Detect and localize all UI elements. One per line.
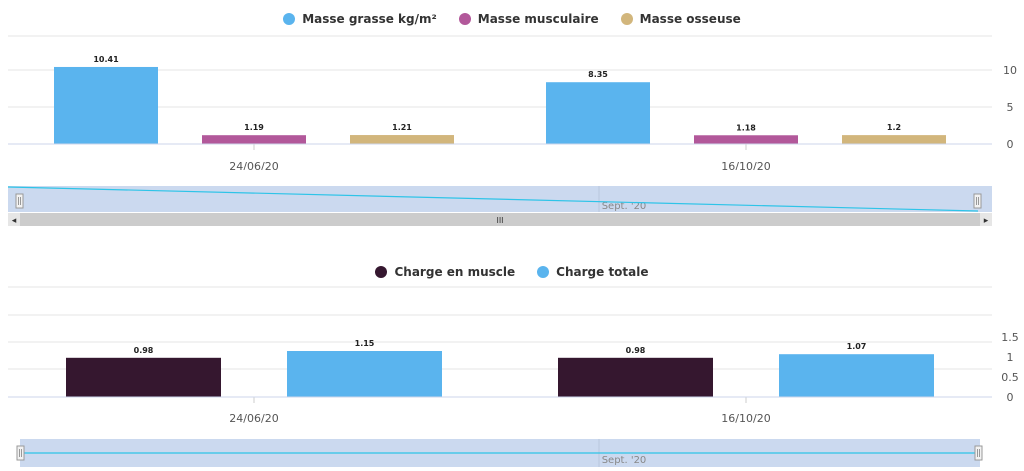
y-tick-label: 5 [1007,101,1014,114]
legend-item-masse-osseuse[interactable]: Masse osseuse [620,12,741,26]
legend-marker [620,13,633,25]
scrollbar-left-button[interactable] [8,213,20,226]
navigator-right-handle[interactable] [974,445,983,461]
legend-item-masse-musculaire[interactable]: Masse musculaire [458,12,599,26]
bar[interactable] [558,357,713,397]
scrollbar-right-button[interactable] [980,213,992,226]
left-arrow-icon: ◂ [12,216,17,226]
bar[interactable] [779,354,934,397]
chart-2-plot: 0 0.5 1 1.5 24/06/20 16/10/20 0.98 1.15 0.98 1.07 [8,286,1019,425]
y-tick-label: 0 [1007,138,1014,151]
bar[interactable] [54,66,158,144]
y-tick-label: 1 [1007,351,1014,364]
data-label: 1.21 [392,123,412,132]
bar[interactable] [66,357,221,397]
legend-marker [537,266,550,278]
scrollbar-thumb[interactable] [20,213,980,226]
chart-1-plot: 0 5 10 24/06/20 16/10/20 10.41 1.19 1.21 8.35 1.1… [8,35,1017,170]
legend-label: Masse osseuse [639,12,741,26]
legend-label: Charge en muscle [394,265,516,279]
x-tick-label: 24/06/20 [229,160,278,170]
data-label: 1.07 [847,342,867,351]
legend-item-masse-grasse[interactable]: Masse grasse kg/m² [283,12,437,26]
navigator-svg: Sept. '20 [16,439,983,467]
legend-item-charge-totale[interactable]: Charge totale [537,265,649,279]
navigator-label: Sept. '20 [602,201,647,212]
chart-2: Charge en muscle Charge totale 0 0.5 1 1.5 2… [0,255,1024,467]
data-label: 10.41 [93,55,119,64]
legend-marker [458,13,471,25]
y-tick-label: 0.5 [1001,371,1019,384]
navigator-series-line [7,186,979,212]
data-label: 0.98 [134,346,154,355]
x-tick-label: 16/10/20 [721,160,770,170]
chart-2-legend: Charge en muscle Charge totale [0,265,1024,279]
legend-marker [375,266,388,278]
data-label: 0.98 [626,346,646,355]
legend-marker [283,13,296,25]
navigator-right-handle[interactable] [973,193,982,209]
bar[interactable] [546,82,650,144]
y-tick-label: 1.5 [1001,331,1019,344]
y-tick-label: 10 [1003,64,1017,77]
bar[interactable] [287,351,442,397]
navigator-label: Sept. '20 [602,455,647,466]
y-tick-label: 0 [1007,391,1014,404]
right-arrow-icon: ▸ [984,216,989,226]
bar[interactable] [842,135,946,144]
navigator-left-handle[interactable] [15,193,24,209]
chart-2-navigator[interactable]: Sept. '20 [8,439,992,467]
scrollbar-grip: III [496,216,503,225]
bar[interactable] [202,135,306,144]
navigator-left-handle[interactable] [16,445,25,461]
data-label: 8.35 [588,70,608,79]
data-label: 1.19 [244,123,264,132]
legend-label: Charge totale [556,265,649,279]
navigator-svg: Sept. '20 III ◂ ▸ [7,186,992,226]
chart-1-navigator[interactable]: Sept. '20 III ◂ ▸ [7,186,992,228]
bar[interactable] [350,135,454,144]
data-label: 1.18 [736,123,756,132]
legend-item-charge-en-muscle[interactable]: Charge en muscle [375,265,515,279]
data-label: 1.15 [355,339,375,348]
chart-1: Masse grasse kg/m² Masse musculaire Mass… [0,0,1024,235]
x-tick-label: 16/10/20 [721,412,770,425]
legend-label: Masse musculaire [477,12,599,26]
x-tick-label: 24/06/20 [229,412,278,425]
data-label: 1.2 [887,123,901,132]
chart-1-legend: Masse grasse kg/m² Masse musculaire Mass… [0,12,1024,26]
bar[interactable] [694,135,798,144]
legend-label: Masse grasse kg/m² [302,12,437,26]
